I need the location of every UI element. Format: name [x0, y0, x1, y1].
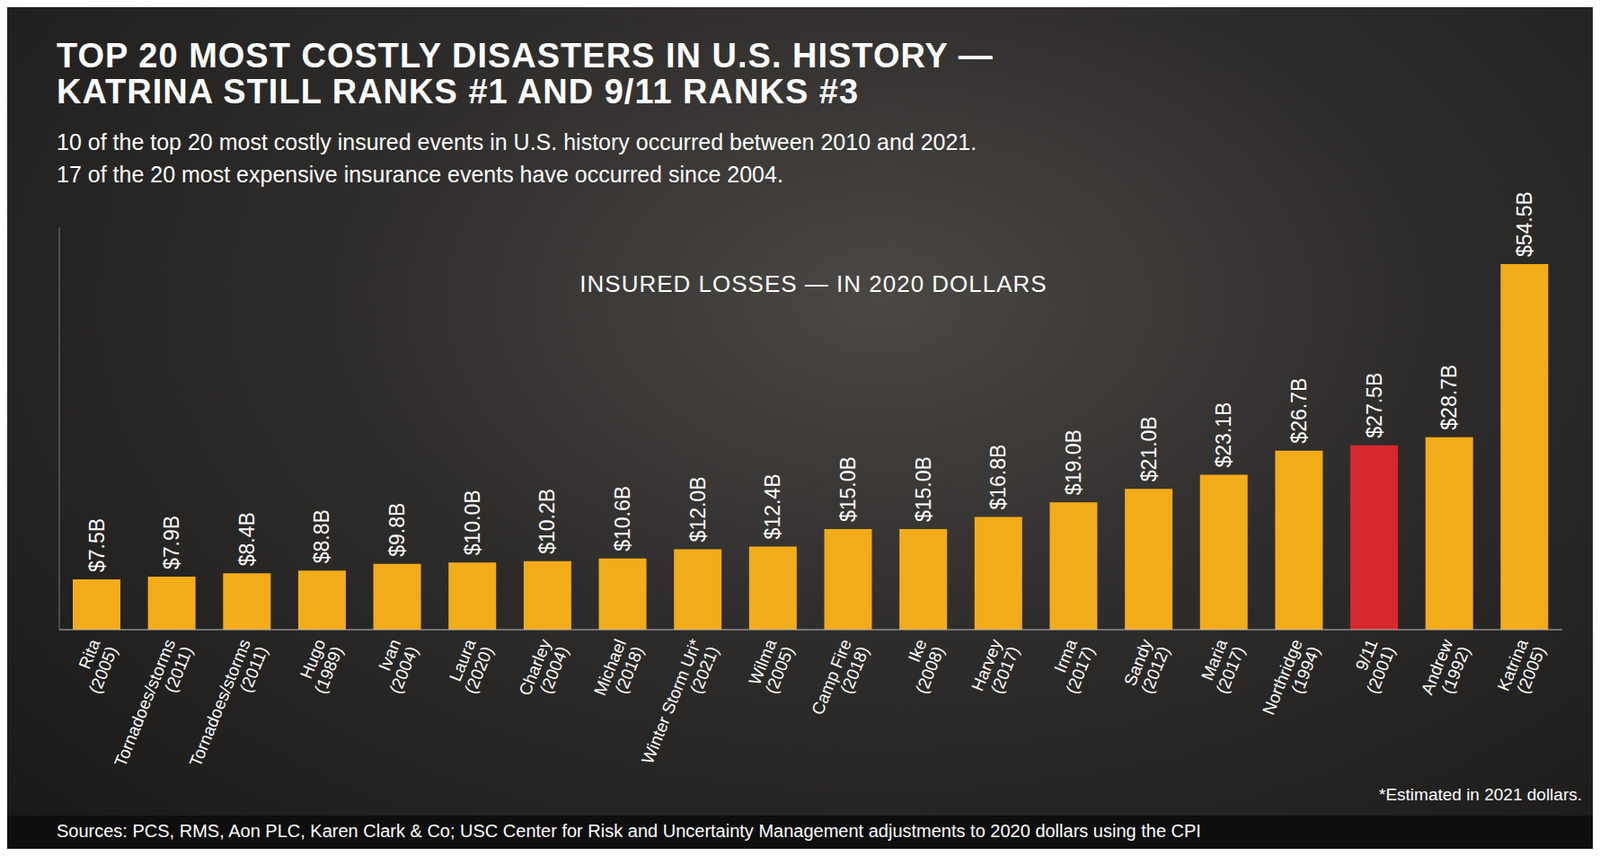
svg-text:Charley(2004): Charley(2004) [514, 636, 573, 706]
svg-text:$10.0B: $10.0B [460, 489, 485, 556]
svg-text:$9.8B: $9.8B [385, 503, 409, 557]
svg-text:$7.9B: $7.9B [159, 515, 184, 570]
svg-text:$21.0B: $21.0B [1137, 415, 1161, 482]
html-text:*Estimated in 2021 dollars.: *Estimated in 2021 dollars. [1379, 785, 1583, 805]
svg-text:Northridge(1994): Northridge(1994) [1258, 636, 1324, 725]
svg-text:Maria(2017): Maria(2017) [1194, 636, 1249, 697]
html-text:Sources: PCS, RMS, Aon PLC, Ka: Sources: PCS, RMS, Aon PLC, Karen Clark … [56, 821, 1202, 841]
html-text:INSURED LOSSES — IN 2020 DOLLA: INSURED LOSSES — IN 2020 DOLLARS [579, 270, 1048, 298]
svg-text:$54.5B: $54.5B [1512, 191, 1537, 257]
svg-text:9/11(2001): 9/11(2001) [1345, 636, 1399, 698]
svg-text:Rita(2005): Rita(2005) [67, 636, 122, 697]
svg-text:Hugo(1989): Hugo(1989) [292, 636, 346, 698]
svg-text:Ike(2008): Ike(2008) [894, 636, 948, 698]
svg-text:$16.8B: $16.8B [986, 444, 1010, 511]
svg-text:Michael(2018): Michael(2018) [590, 636, 647, 706]
svg-text:Camp Fire(2018): Camp Fire(2018) [807, 636, 873, 725]
svg-text:$8.8B: $8.8B [309, 509, 334, 564]
svg-text:$27.5B: $27.5B [1362, 372, 1387, 439]
svg-text:Irma(2017): Irma(2017) [1044, 636, 1099, 697]
svg-text:Laura(2020): Laura(2020) [443, 636, 498, 697]
svg-text:$19.0B: $19.0B [1061, 429, 1086, 496]
svg-text:$12.0B: $12.0B [686, 476, 710, 542]
svg-text:Harvey(2017): Harvey(2017) [967, 636, 1024, 701]
svg-text:Tornadoes/storms(2011): Tornadoes/storms(2011) [185, 636, 272, 778]
svg-text:$15.0B: $15.0B [911, 456, 936, 522]
svg-text:$12.4B: $12.4B [760, 474, 785, 540]
svg-text:$23.1B: $23.1B [1211, 402, 1236, 469]
svg-text:Ivan(2004): Ivan(2004) [368, 636, 422, 698]
svg-text:Sandy(2012): Sandy(2012) [1120, 636, 1175, 697]
svg-text:Katrina(2005): Katrina(2005) [1493, 636, 1550, 701]
svg-text:$10.2B: $10.2B [535, 488, 559, 555]
svg-text:$8.4B: $8.4B [235, 512, 259, 566]
svg-text:$7.5B: $7.5B [85, 518, 109, 573]
svg-text:$26.7B: $26.7B [1287, 378, 1311, 444]
svg-text:Andrew(1992): Andrew(1992) [1417, 636, 1475, 705]
html-text:TOP 20 MOST COSTLY DISASTERS I: TOP 20 MOST COSTLY DISASTERS IN U.S. HIS… [56, 36, 994, 111]
svg-text:Winter Storm Uri*(2021): Winter Storm Uri*(2021) [637, 636, 723, 774]
svg-text:$10.6B: $10.6B [610, 486, 635, 552]
svg-text:Wilma(2005): Wilma(2005) [743, 636, 798, 697]
html-text:10 of the top 20 most costly i: 10 of the top 20 most costly insured eve… [56, 129, 977, 187]
svg-text:$15.0B: $15.0B [836, 456, 860, 522]
svg-text:Tornadoes/storms(2011): Tornadoes/storms(2011) [110, 636, 196, 778]
svg-text:$28.7B: $28.7B [1437, 364, 1461, 431]
